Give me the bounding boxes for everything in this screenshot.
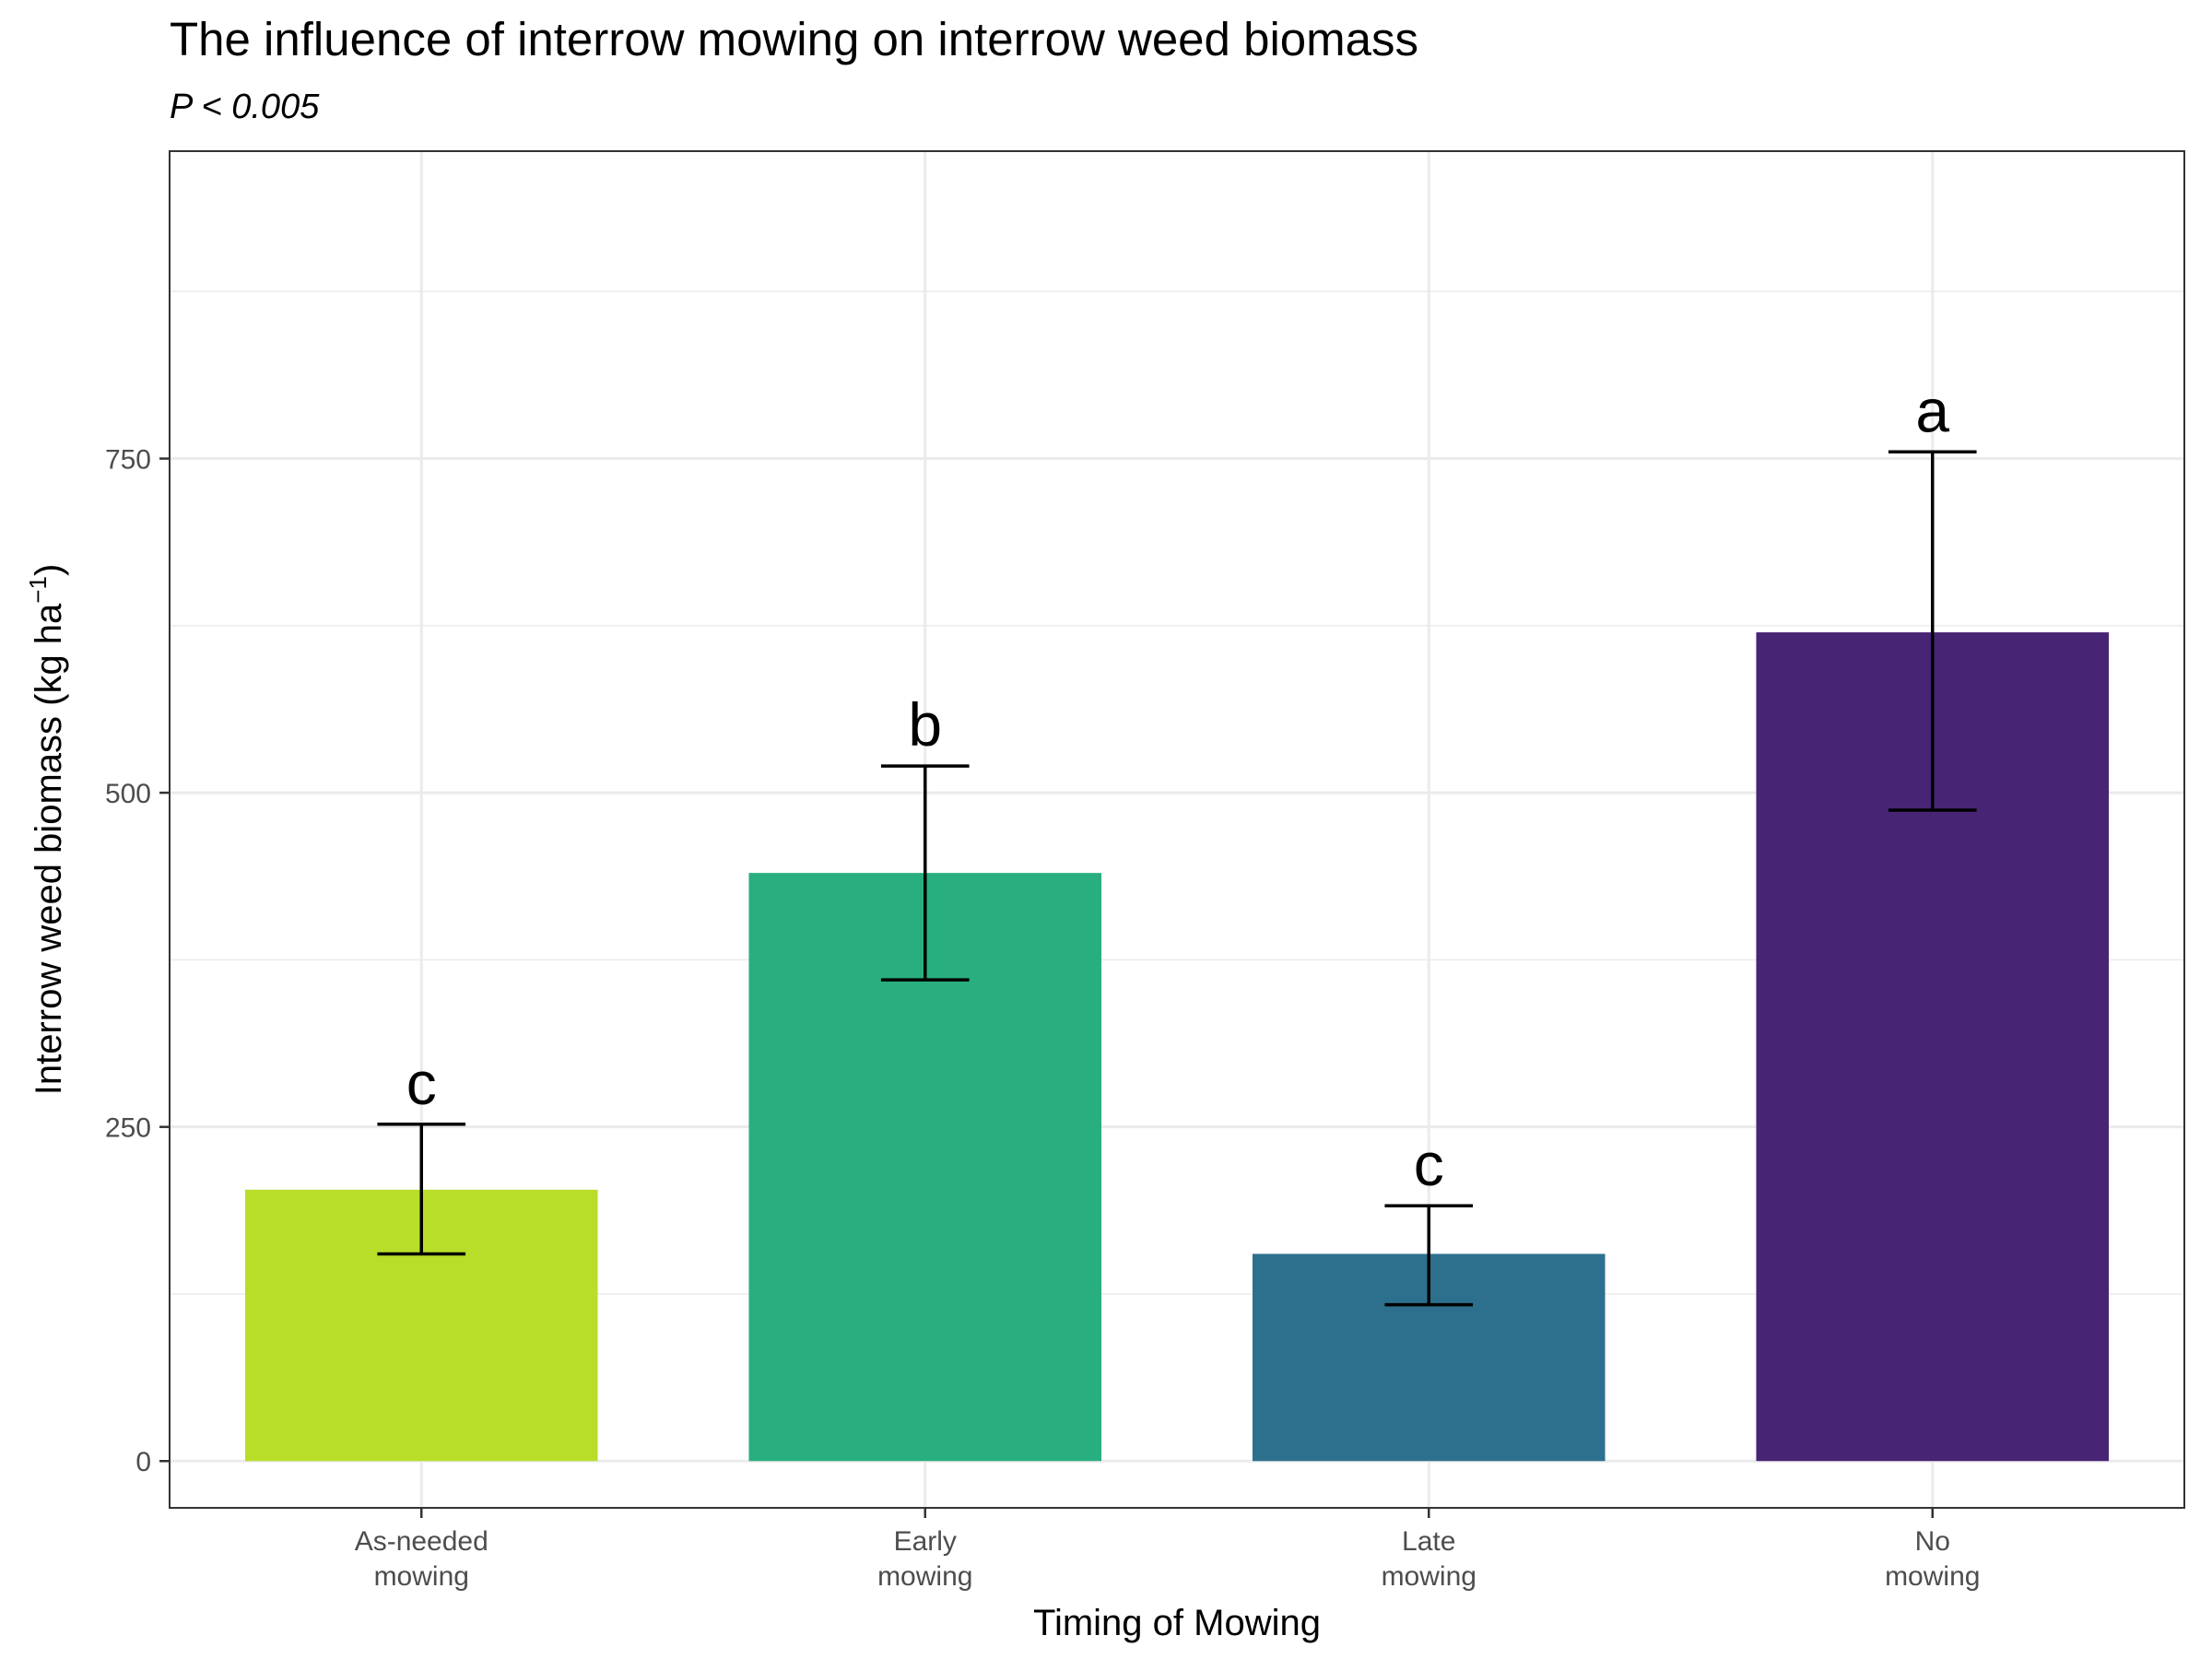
error-bars bbox=[377, 450, 1977, 1307]
error-bar bbox=[880, 764, 970, 982]
x-tick-label: Early mowing bbox=[877, 1526, 972, 1592]
significance-letter: c bbox=[1414, 1130, 1444, 1198]
significance-letter: c bbox=[406, 1049, 437, 1117]
x-tick-label: No mowing bbox=[1885, 1526, 1980, 1592]
chart-subtitle: P < 0.005 bbox=[170, 88, 320, 126]
x-tick-label: As-needed mowing bbox=[355, 1526, 488, 1592]
significance-letter: a bbox=[1915, 376, 1949, 444]
y-axis: 0 250 500 750 bbox=[105, 445, 170, 1477]
x-axis: As-needed mowing Early mowing Late mowing No mo… bbox=[355, 1508, 1980, 1592]
x-tick-label-line: mowing bbox=[1885, 1561, 1980, 1592]
y-tick-label: 500 bbox=[105, 779, 151, 809]
y-tick-label: 250 bbox=[105, 1113, 151, 1144]
x-tick-label-line: mowing bbox=[374, 1561, 469, 1592]
x-tick-label-line: No bbox=[1915, 1526, 1950, 1557]
y-axis-title-superscript: −1 bbox=[24, 576, 52, 604]
bars bbox=[244, 632, 2110, 1462]
error-bar bbox=[377, 1123, 466, 1256]
x-tick-label-line: As-needed bbox=[355, 1526, 488, 1557]
y-tick-label: 0 bbox=[135, 1447, 151, 1477]
chart-title: The influence of interrow mowing on inte… bbox=[170, 13, 1418, 65]
error-bar bbox=[1888, 450, 1977, 812]
significance-letter: b bbox=[908, 690, 942, 759]
plot-panel-border bbox=[169, 150, 2185, 1509]
significance-letters: c b c a bbox=[406, 376, 1950, 1198]
y-tick-label: 750 bbox=[105, 445, 151, 476]
x-tick-label: Late mowing bbox=[1382, 1526, 1477, 1592]
y-axis-title: Interrow weed biomass (kg ha−1) bbox=[24, 564, 69, 1096]
x-tick-label-line: mowing bbox=[1382, 1561, 1477, 1592]
x-tick-label-line: mowing bbox=[877, 1561, 972, 1592]
y-axis-title-suffix: ) bbox=[29, 564, 69, 576]
x-tick-label-line: Early bbox=[894, 1526, 957, 1557]
y-axis-title-main: Interrow weed biomass (kg ha bbox=[29, 603, 69, 1095]
x-axis-title: Timing of Mowing bbox=[1033, 1603, 1321, 1643]
x-tick-label-line: Late bbox=[1402, 1526, 1455, 1557]
error-bar bbox=[1384, 1204, 1474, 1307]
